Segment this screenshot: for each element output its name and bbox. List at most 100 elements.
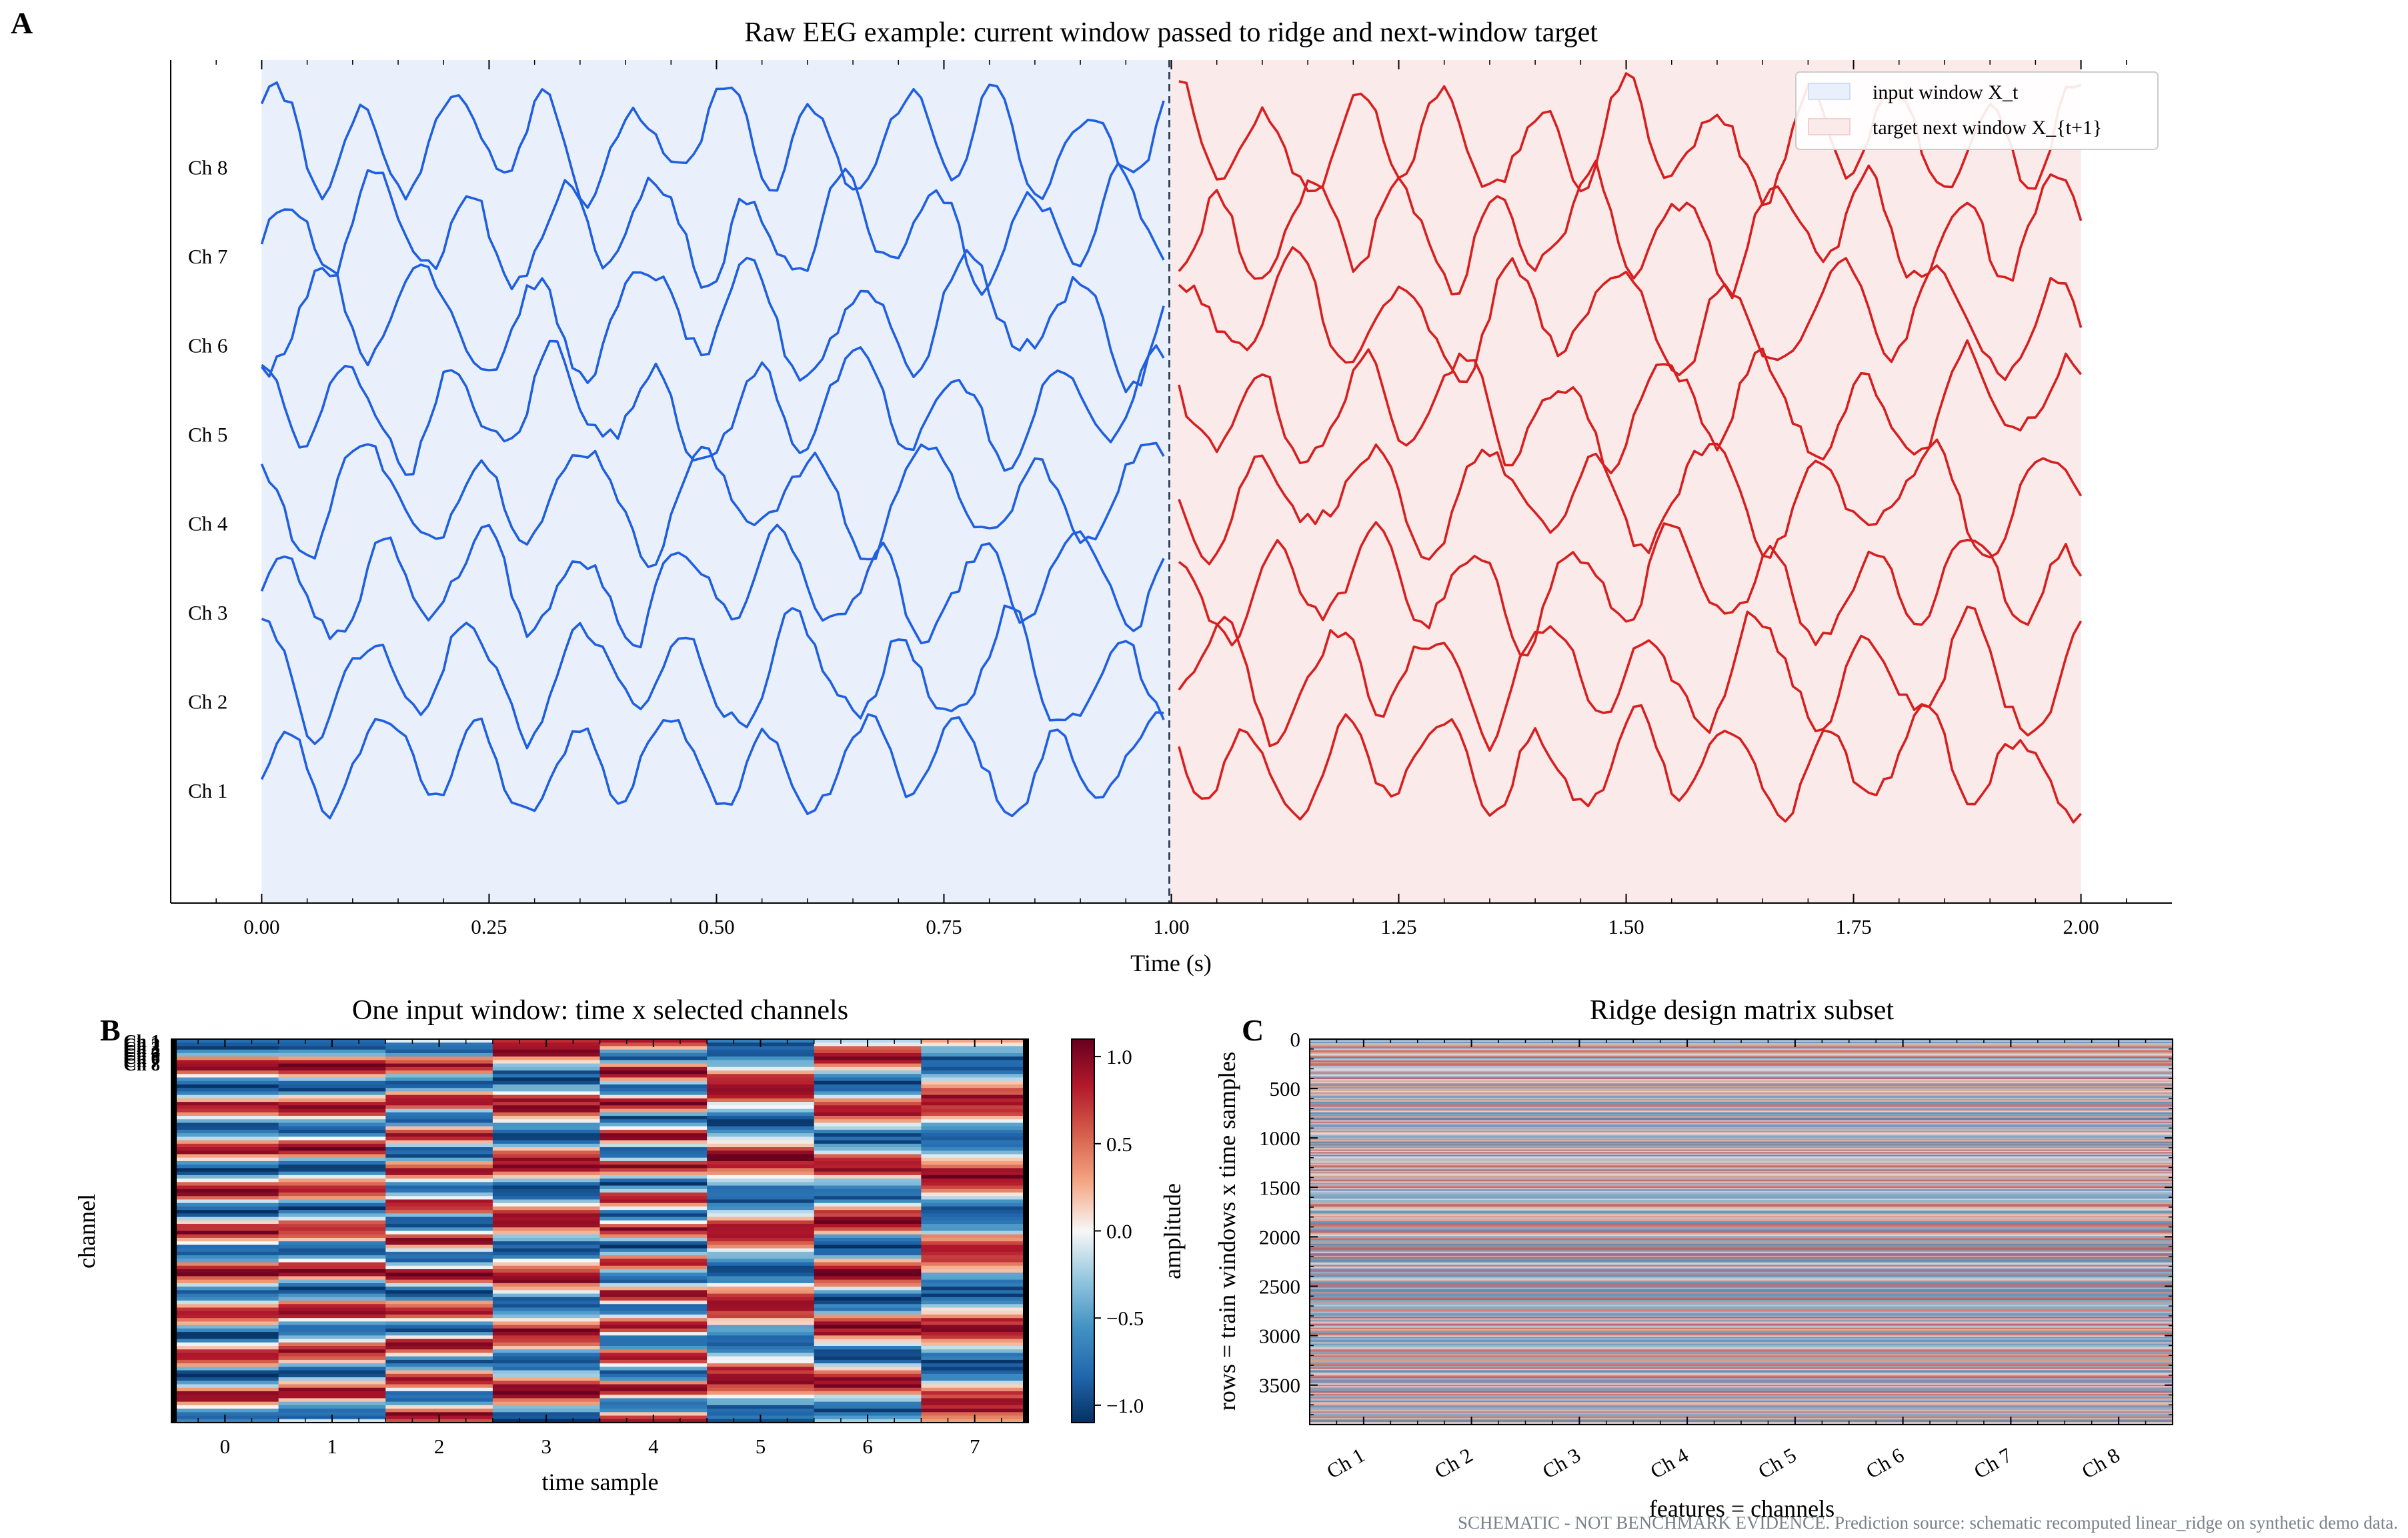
panel-letter-c: C	[1242, 1013, 1264, 1047]
heatmap-cell	[492, 1370, 601, 1375]
matrix-row	[1310, 1209, 2173, 1211]
matrix-row	[1310, 1176, 2173, 1178]
matrix-row	[1310, 1172, 2173, 1174]
heatmap-cell	[814, 1363, 922, 1367]
matrix-row	[1310, 1279, 2173, 1282]
heatmap-cell	[599, 1409, 708, 1413]
heatmap-cell	[921, 1387, 1029, 1392]
heatmap-cell	[921, 1342, 1029, 1347]
heatmap-cell	[707, 1318, 815, 1323]
heatmap-cell	[385, 1237, 493, 1242]
matrix-row	[1310, 1050, 2173, 1053]
heatmap-cell	[492, 1321, 601, 1326]
heatmap-cell	[278, 1080, 386, 1085]
heatmap-cell	[814, 1262, 922, 1267]
heatmap-cell	[385, 1342, 493, 1347]
heatmap-cell	[171, 1108, 279, 1113]
matrix-row	[1310, 1145, 2173, 1147]
heatmap-cell	[278, 1255, 386, 1259]
matrix-row	[1310, 1223, 2173, 1225]
heatmap-cell	[814, 1328, 922, 1333]
heatmap-cell	[921, 1255, 1029, 1259]
heatmap-cell	[921, 1287, 1029, 1291]
matrix-row	[1310, 1253, 2173, 1255]
matrix-row	[1310, 1377, 2173, 1379]
heatmap-cell	[171, 1147, 279, 1151]
heatmap-cell	[599, 1129, 708, 1134]
heatmap-cell	[171, 1217, 279, 1221]
heatmap-cell	[385, 1279, 493, 1284]
xtick-label-0: 0.00	[243, 915, 279, 938]
panel-b-xtick-6: 6	[862, 1435, 873, 1458]
heatmap-cell	[921, 1161, 1029, 1165]
heatmap-cell	[707, 1381, 815, 1385]
matrix-row	[1310, 1142, 2173, 1144]
heatmap-cell	[278, 1269, 386, 1273]
heatmap-cell	[171, 1409, 279, 1413]
heatmap-cell	[492, 1074, 601, 1078]
legend-label-target: target next window X_{t+1}	[1873, 117, 2102, 139]
heatmap-cell	[814, 1269, 922, 1273]
matrix-row	[1310, 1251, 2173, 1254]
matrix-row	[1310, 1078, 2173, 1081]
heatmap-cell	[385, 1161, 493, 1165]
heatmap-cell	[814, 1276, 922, 1281]
matrix-row	[1310, 1060, 2173, 1062]
heatmap-cell	[492, 1147, 601, 1151]
panel-c-yticks: 0 500 1000 1500 2000 2500 3000 3500	[1259, 1028, 2173, 1425]
heatmap-cell	[385, 1129, 493, 1134]
heatmap-cell	[814, 1063, 922, 1068]
heatmap-cell	[278, 1220, 386, 1225]
heatmap-cell	[278, 1332, 386, 1336]
heatmap-cell	[171, 1179, 279, 1183]
heatmap-cell	[599, 1287, 708, 1291]
matrix-row	[1310, 1365, 2173, 1367]
heatmap-cell	[171, 1342, 279, 1347]
heatmap-cell	[599, 1237, 708, 1242]
heatmap-cell	[707, 1335, 815, 1340]
heatmap-cell	[599, 1241, 708, 1246]
heatmap-cell	[278, 1363, 386, 1367]
matrix-row	[1310, 1395, 2173, 1397]
heatmap-cell	[921, 1056, 1029, 1060]
heatmap-cell	[921, 1290, 1029, 1295]
heatmap-cell	[171, 1259, 279, 1263]
heatmap-cell	[278, 1377, 386, 1381]
heatmap-cell	[492, 1363, 601, 1367]
heatmap-cell	[385, 1112, 493, 1116]
heatmap-cell	[814, 1283, 922, 1287]
matrix-row	[1310, 1349, 2173, 1351]
matrix-row	[1310, 1121, 2173, 1123]
heatmap-cell	[171, 1157, 279, 1162]
heatmap-cell	[814, 1391, 922, 1395]
heatmap-cell	[921, 1373, 1029, 1378]
heatmap-cell	[921, 1108, 1029, 1113]
heatmap-cell	[921, 1245, 1029, 1249]
matrix-row	[1310, 1200, 2173, 1202]
heatmap-cell	[921, 1168, 1029, 1173]
legend-swatch-input	[1808, 83, 1851, 100]
matrix-row	[1310, 1159, 2173, 1161]
heatmap-cell	[492, 1213, 601, 1218]
heatmap-cell	[171, 1251, 279, 1256]
heatmap-cell	[599, 1108, 708, 1113]
matrix-row	[1310, 1183, 2173, 1185]
heatmap-cell	[599, 1088, 708, 1092]
heatmap-cell	[707, 1077, 815, 1082]
heatmap-cell	[171, 1328, 279, 1333]
matrix-row	[1310, 1398, 2173, 1400]
matrix-row	[1310, 1146, 2173, 1148]
heatmap-cell	[814, 1136, 922, 1141]
matrix-row	[1310, 1363, 2173, 1365]
heatmap-cell	[707, 1314, 815, 1319]
matrix-row	[1310, 1112, 2173, 1114]
heatmap-cell	[492, 1193, 601, 1197]
heatmap-cell	[278, 1077, 386, 1082]
heatmap-cell	[921, 1297, 1029, 1301]
heatmap-cell	[599, 1175, 708, 1179]
heatmap-cell	[707, 1342, 815, 1347]
matrix-row	[1310, 1342, 2173, 1344]
matrix-row	[1310, 1042, 2173, 1045]
heatmap-cell	[707, 1363, 815, 1367]
matrix-row	[1310, 1211, 2173, 1213]
